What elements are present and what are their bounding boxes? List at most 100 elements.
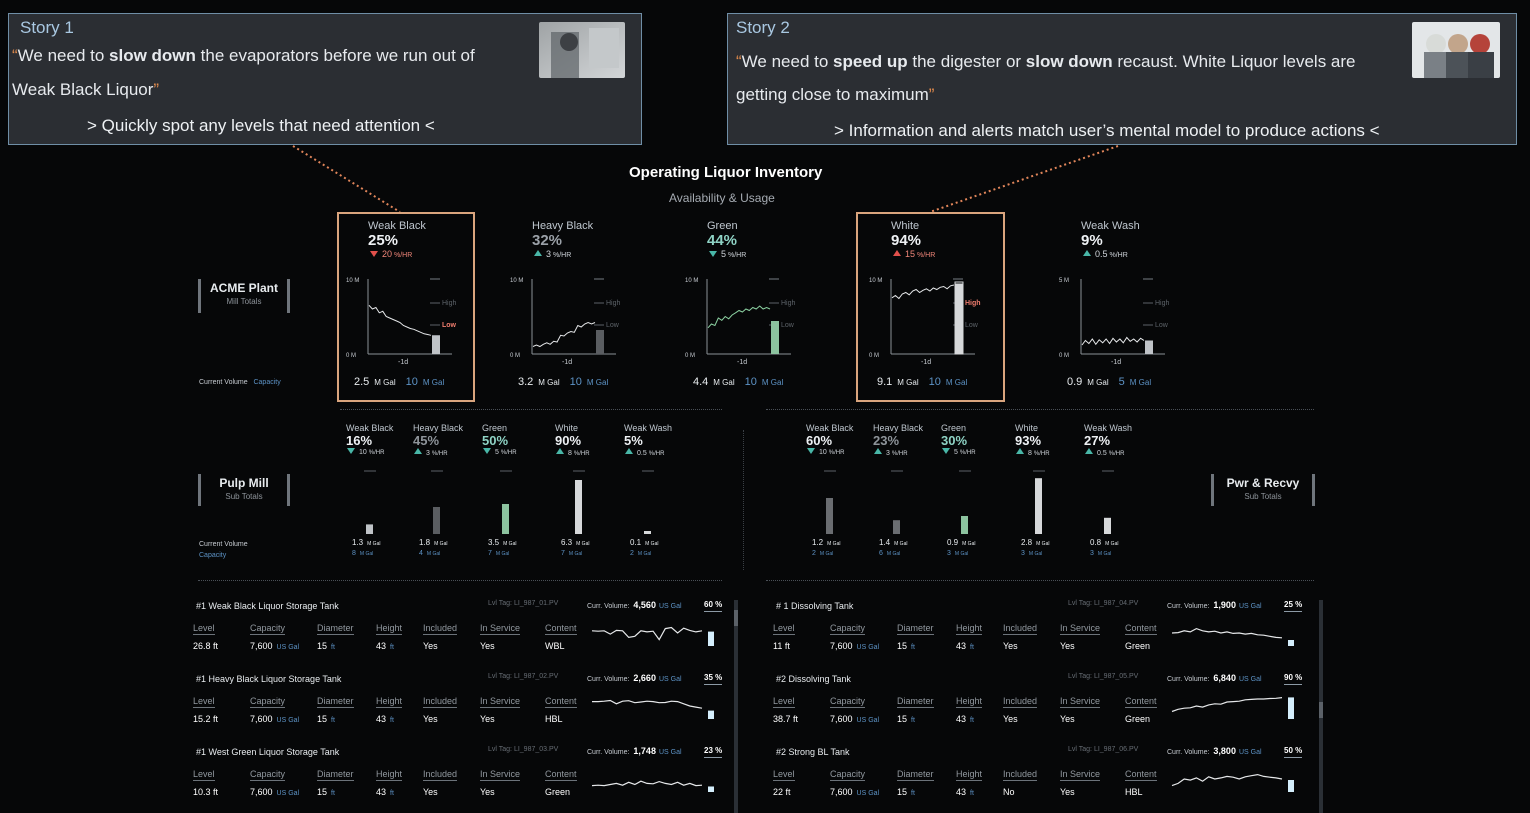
trend-up-icon [414,448,422,454]
tank-row[interactable]: #2 Dissolving Tank Lvl Tag: LI_987_05.PV C… [770,673,1310,739]
acme-liquor-card[interactable]: Weak Black 25% 20 %/HR 10 M 0 M -1d High Low 2.5 M… [346,220,498,395]
level-tag: Lvl Tag: LI_987_06.PV [1068,746,1139,753]
unit: US Gal [276,717,300,724]
tank-field-height: Height 43 ft [376,618,403,651]
pulp-bracket [198,474,290,506]
tank-row[interactable]: #2 Strong BL Tank Lvl Tag: LI_987_06.PV Cu… [770,746,1310,812]
field-label: Height [376,623,403,635]
current-volume: 6.3 [561,538,573,547]
level-trend-line [368,304,432,336]
tank-row[interactable]: #1 West Green Liquor Storage Tank Lvl Tag… [190,746,730,812]
acme-liquor-card[interactable]: Green 44% 5 %/HR 10 M 0 M -1d High Low 4.4 M Gal 10… [685,220,837,395]
field-label: In Service [1060,696,1101,708]
rate-of-change: 5 %/HR [709,249,837,259]
acme-liquor-card[interactable]: Weak Wash 9% 0.5 %/HR 5 M 0 M -1d High Low 0.9 M G… [1059,220,1211,395]
right-scroll-thumb[interactable] [1319,702,1323,718]
recovery-liquor-card[interactable]: Weak Wash 27% 0.5 %/HR 0.8 M Gal 3 M Gal [1084,423,1154,563]
story-2-prompt: > Information and alerts match user’s me… [834,121,1380,140]
pulp-liquor-card[interactable]: Green 50% 5 %/HR 3.5 M Gal 7 M Gal [482,423,552,563]
capacity-value: 6 [879,550,883,557]
field-label: In Service [480,696,521,708]
y-axis-min: 0 M [869,353,879,359]
capacity-unit: M Gal [568,551,583,557]
volume-readout: 1.4 M Gal [879,538,907,547]
recovery-liquor-card[interactable]: Green 30% 5 %/HR 0.9 M Gal 3 M Gal [941,423,1011,563]
tank-field-capacity: Capacity 7,600 US Gal [830,618,879,651]
acme-liquor-card[interactable]: White 94% 15 %/HR 10 M 0 M -1d High Low 9.1 M Gal 1… [869,220,1021,395]
recovery-liquor-card[interactable]: White 93% 8 %/HR 2.8 M Gal 3 M Gal [1015,423,1085,563]
capacity-value: 2 [630,550,634,557]
value: Yes [1060,641,1075,651]
story-1-prompt: > Quickly spot any levels that need atte… [87,116,435,135]
rate-of-change: 5 %/HR [942,448,1011,456]
level-bar-chart [1033,470,1045,534]
tank-field-level: Level 38.7 ft [773,691,798,724]
tank-field-included: Included Yes [1003,618,1038,651]
liquor-name: Heavy Black [413,423,464,433]
field-label: Level [773,623,795,635]
field-value: 7,600 US Gal [830,714,879,724]
pulp-liquor-card[interactable]: Weak Wash 5% 0.5 %/HR 0.1 M Gal 2 M Gal [624,423,694,563]
unit: ft [331,644,335,651]
rate-value: 5 [721,249,727,259]
liquor-percent: 44% [707,232,738,249]
value: Yes [1003,641,1018,651]
tank-field-capacity: Capacity 7,600 US Gal [250,691,299,724]
recovery-liquor-card[interactable]: Weak Black 60% 10 %/HR 1.2 M Gal 2 M Gal [806,423,876,563]
value: Green [1125,714,1151,724]
low-label: Low [965,322,979,329]
field-value: 22 ft [773,787,795,797]
value: Yes [1060,714,1075,724]
value: HBL [545,714,563,724]
tank-row[interactable]: #1 Heavy Black Liquor Storage Tank Lvl Ta… [190,673,730,739]
tank-row[interactable]: # 1 Dissolving Tank Lvl Tag: LI_987_04.PV… [770,600,1310,666]
field-value: Yes [1060,787,1100,797]
pulp-liquor-card[interactable]: White 90% 8 %/HR 6.3 M Gal 7 M Gal [555,423,625,563]
value: 15.2 ft [193,714,219,724]
current-level-bar [1145,340,1153,354]
tank-row[interactable]: #1 Weak Black Liquor Storage Tank Lvl Tag… [190,600,730,666]
capacity-value: 3 [1021,550,1025,557]
rate-of-change: 3 %/HR [534,249,662,259]
current-volume: Curr. Volume: 1,748 US Gal [587,746,682,756]
pulp-liquor-card[interactable]: Weak Black 16% 10 %/HR 1.3 M Gal 8 M Gal [346,423,416,563]
field-label: Capacity [830,623,866,635]
current-volume-value: 2,660 [633,673,656,683]
fill-percent: 60 % [704,600,723,612]
level-trend-chart: 10 M 0 M -1d High Low [510,278,621,366]
field-label: Diameter [317,769,354,781]
current-level-bar [708,710,714,719]
capacity-value: 10 [569,376,582,388]
left-scrollbar[interactable] [734,600,738,813]
trend-down-icon [807,448,815,454]
recovery-liquor-card[interactable]: Heavy Black 23% 3 %/HR 1.4 M Gal 6 M Gal [873,423,943,563]
acme-liquor-card[interactable]: Heavy Black 32% 3 %/HR 10 M 0 M -1d High Low 3.2 M… [510,220,662,395]
field-value: 43 ft [376,787,402,797]
x-axis-tick: -1d [562,359,572,366]
rate-value: 20 [382,249,393,259]
story-1-quote: “We need to slow down the evaporators be… [12,46,475,99]
rate-value: 8 [1028,450,1032,457]
story-2-panel: Story 2 “We need to speed up the digeste… [727,13,1517,145]
value: 43 [956,787,967,797]
rate-unit: %/HR [728,252,747,259]
y-axis-min: 0 M [346,353,356,359]
left-scroll-thumb[interactable] [734,610,738,626]
rate-unit: %/HR [648,451,665,457]
level-trend-line [891,284,955,300]
field-value: Green [1125,641,1157,651]
current-level-bar [955,283,963,354]
rate-unit: %/HR [1033,451,1050,457]
pulp-liquor-card[interactable]: Heavy Black 45% 3 %/HR 1.8 M Gal 4 M Gal [413,423,483,563]
field-value: HBL [545,714,577,724]
liquor-name: Weak Wash [624,423,673,433]
y-axis-max: 10 M [869,278,882,284]
tank-level-sparkline [591,780,714,792]
tank-level-sparkline [591,626,714,646]
current-volume: 9.1 [877,376,893,388]
field-label: Content [1125,769,1157,781]
